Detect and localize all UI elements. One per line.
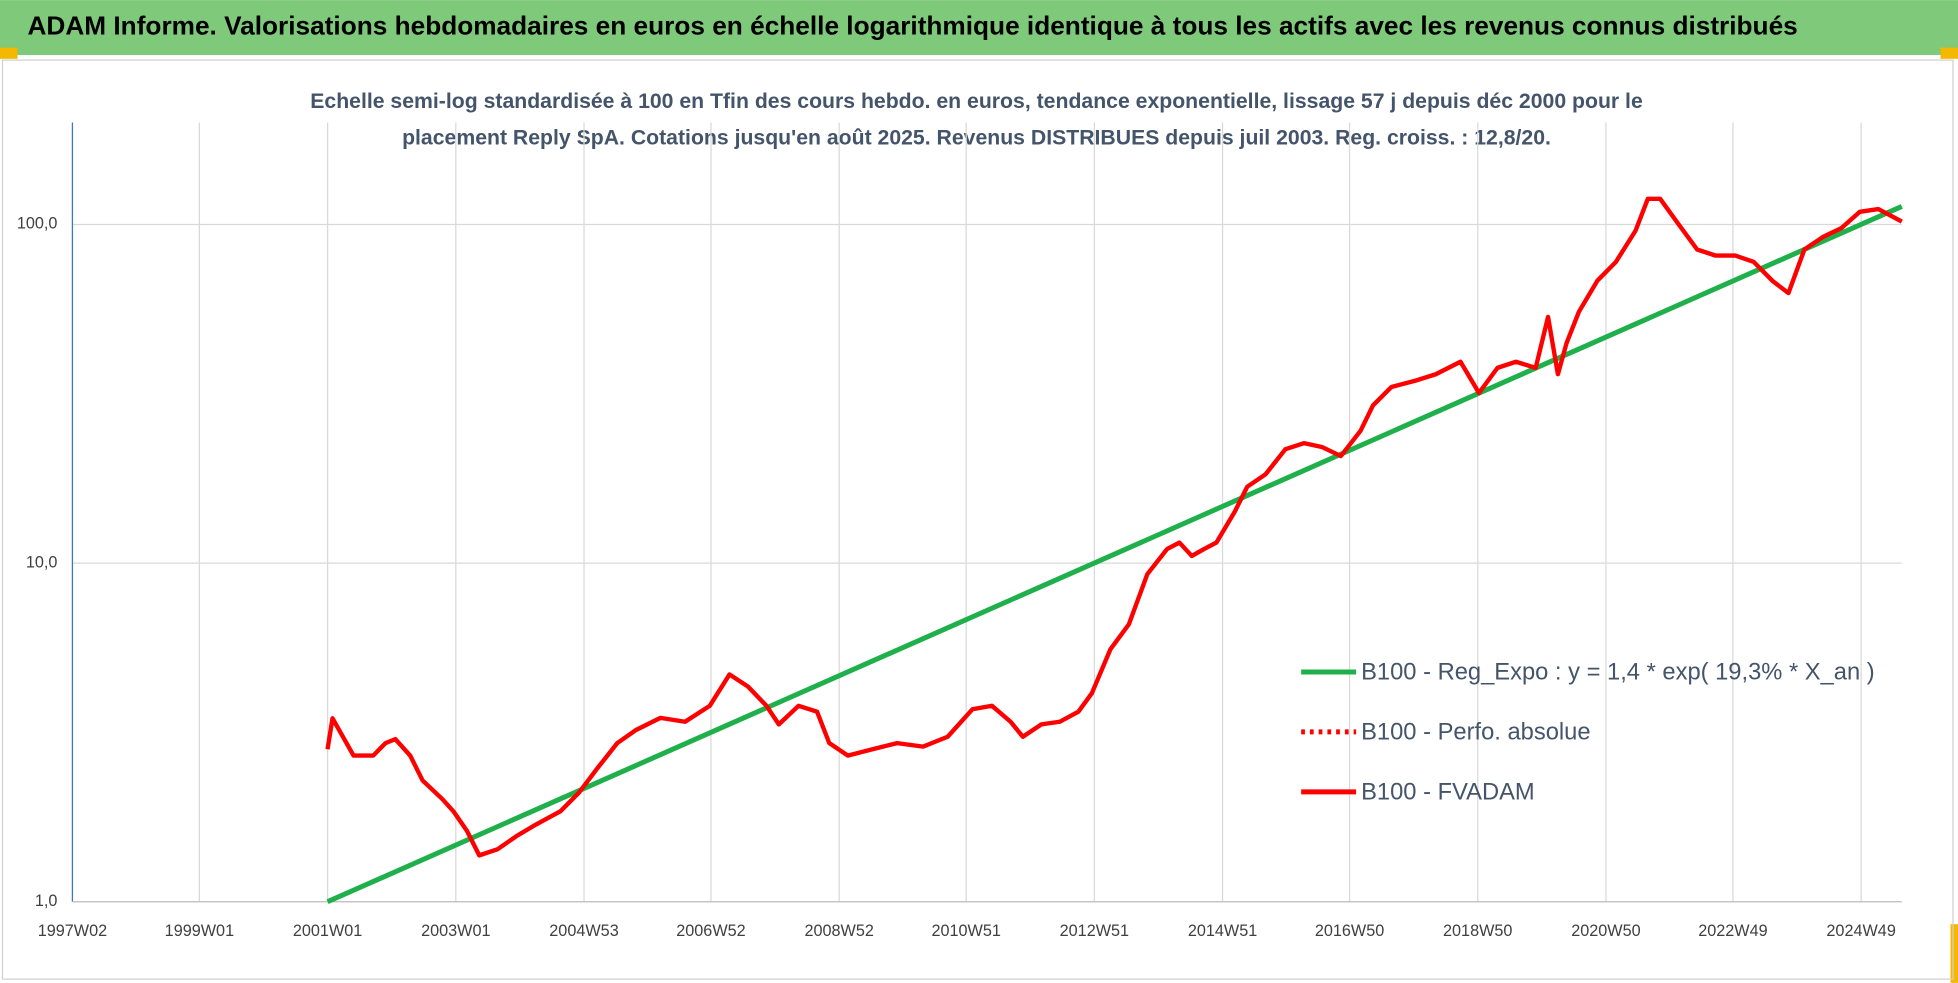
x-tick-label: 2022W49 <box>1698 922 1767 940</box>
title-bar <box>0 0 1958 56</box>
chart-title: ADAM Informe. Valorisations hebdomadaire… <box>27 11 1797 41</box>
x-tick-label: 2014W51 <box>1188 922 1257 940</box>
legend-label: B100 - FVADAM <box>1361 779 1535 805</box>
x-tick-label: 2004W53 <box>549 922 618 940</box>
chart-subtitle: Echelle semi-log standardisée à 100 en T… <box>310 90 1643 113</box>
x-tick-label: 1997W02 <box>38 922 107 940</box>
x-tick-label: 2020W50 <box>1571 922 1640 940</box>
legend-label: B100 - Perfo. absolue <box>1361 719 1590 745</box>
corner-mark <box>1940 47 1958 59</box>
x-tick-label: 2018W50 <box>1443 922 1512 940</box>
series-line <box>325 196 1903 858</box>
y-tick-label: 1,0 <box>35 892 58 910</box>
y-tick-label: 100,0 <box>17 215 58 233</box>
x-tick-label: 2008W52 <box>804 922 873 940</box>
chart-subtitle: placement Reply SpA. Cotations jusqu'en … <box>402 126 1551 149</box>
x-tick-label: 2006W52 <box>676 922 745 940</box>
x-tick-label: 2012W51 <box>1060 922 1129 940</box>
legend-label: B100 - Reg_Expo : y = 1,4 * exp( 19,3% *… <box>1361 659 1875 685</box>
series-line <box>326 204 1903 904</box>
x-tick-label: 2003W01 <box>421 922 490 940</box>
x-tick-label: 2001W01 <box>293 922 362 940</box>
x-tick-label: 2024W49 <box>1826 922 1895 940</box>
x-tick-label: 2016W50 <box>1315 922 1384 940</box>
corner-mark <box>0 47 18 59</box>
chart-frame <box>1 59 1954 980</box>
x-tick-label: 2010W51 <box>931 922 1000 940</box>
x-tick-label: 1999W01 <box>165 922 234 940</box>
y-tick-label: 10,0 <box>26 553 58 571</box>
corner-mark <box>1950 924 1958 983</box>
